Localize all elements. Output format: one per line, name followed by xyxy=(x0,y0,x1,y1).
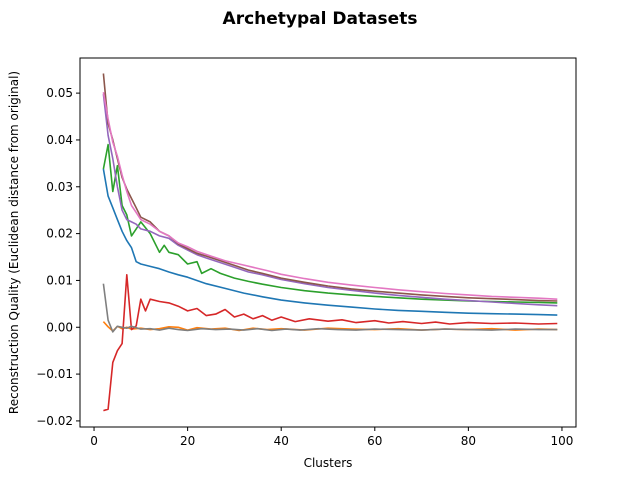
y-tick-label: 0.01 xyxy=(46,273,73,287)
series-line-1 xyxy=(102,168,558,316)
y-tick-label: 0.05 xyxy=(46,86,73,100)
x-axis-label: Clusters xyxy=(304,456,353,470)
series-line-3 xyxy=(102,143,558,304)
series-line-4 xyxy=(103,273,558,412)
y-tick-label: 0.02 xyxy=(46,227,73,241)
x-axis: 0 20 40 60 80 100 xyxy=(90,427,573,448)
chart-title: Archetypal Datasets xyxy=(223,9,418,29)
x-tick-label: 100 xyxy=(551,434,574,448)
x-tick-label: 80 xyxy=(461,434,476,448)
y-tick-label: 0.03 xyxy=(46,180,73,194)
y-tick-label: −0.02 xyxy=(36,414,73,428)
y-axis: −0.02 −0.01 0.00 0.01 0.02 0.03 0.04 0.05 xyxy=(36,86,80,428)
x-tick-label: 20 xyxy=(180,434,195,448)
x-tick-label: 60 xyxy=(367,434,382,448)
y-tick-label: −0.01 xyxy=(36,367,73,381)
series-line-7 xyxy=(102,92,558,300)
x-tick-label: 40 xyxy=(274,434,289,448)
x-tick-label: 0 xyxy=(90,434,98,448)
y-tick-label: 0.00 xyxy=(46,320,73,334)
series-line-8 xyxy=(102,283,558,333)
y-axis-label: Reconstruction Quality (Euclidean distan… xyxy=(7,71,21,414)
y-tick-label: 0.04 xyxy=(46,133,73,147)
plot-frame xyxy=(79,57,577,428)
series-layer xyxy=(102,73,558,412)
series-line-6 xyxy=(102,73,558,302)
series-line-5 xyxy=(102,94,558,307)
